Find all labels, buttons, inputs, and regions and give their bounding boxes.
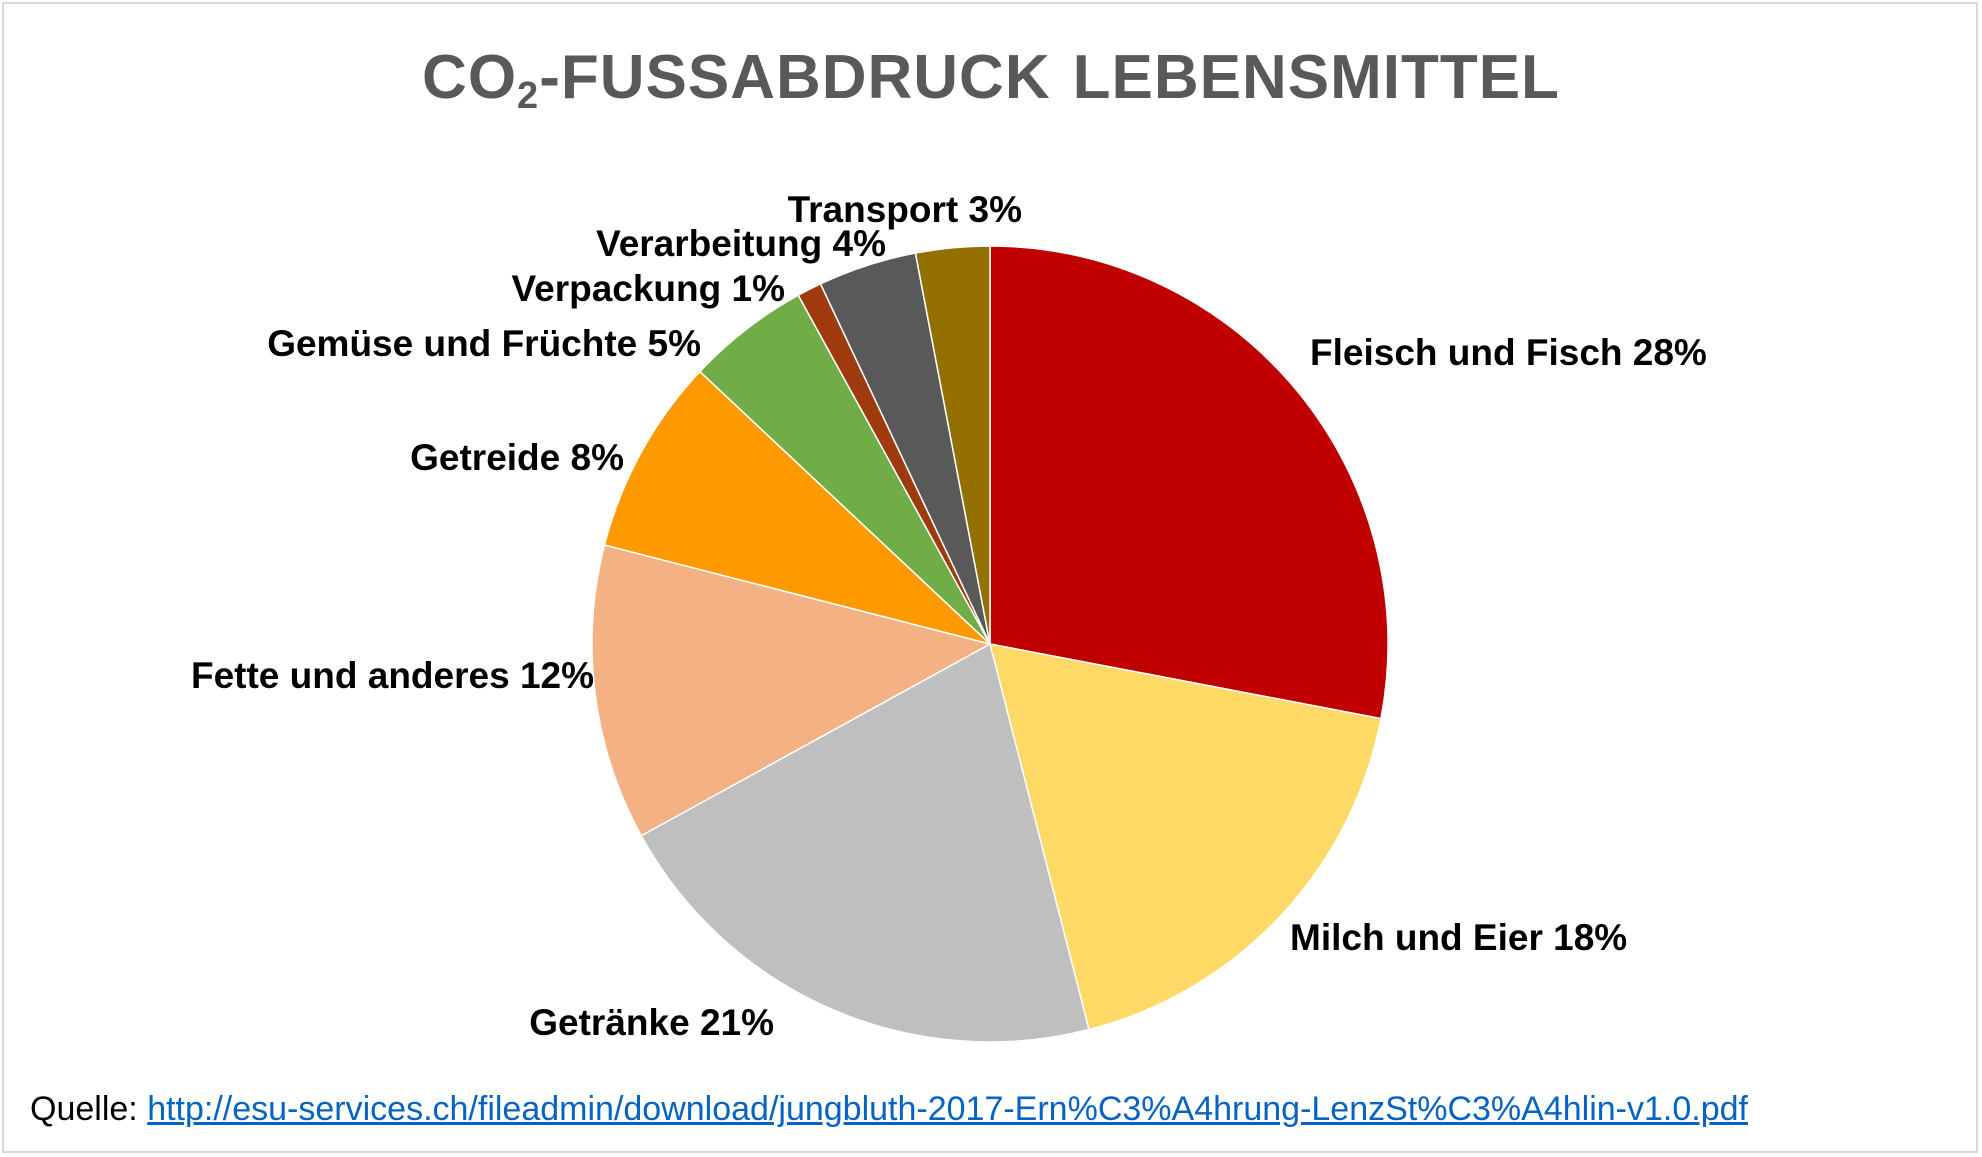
source-line: Quelle: http://esu-services.ch/fileadmin… bbox=[30, 1090, 1748, 1129]
slice-label: Gemüse und Früchte 5% bbox=[267, 323, 701, 364]
chart-title: CO2-FUSSABDRUCK LEBENSMITTEL bbox=[0, 42, 1982, 118]
slice-label: Transport 3% bbox=[788, 189, 1022, 230]
pie-slice bbox=[640, 642, 1090, 1043]
slice-label: Verpackung 1% bbox=[511, 268, 785, 309]
slice-label: Verarbeitung 4% bbox=[596, 223, 886, 264]
slice-label: Getränke 21% bbox=[529, 1002, 774, 1043]
source-label: Quelle: bbox=[30, 1090, 138, 1128]
slice-label: Milch und Eier 18% bbox=[1290, 917, 1627, 958]
slice-label: Getreide 8% bbox=[410, 437, 624, 478]
pie-slice bbox=[988, 643, 1382, 1031]
title-subscript: 2 bbox=[517, 75, 540, 117]
pie-slice bbox=[591, 544, 993, 837]
slice-label: Fleisch und Fisch 28% bbox=[1310, 332, 1707, 373]
title-part2: LEBENSMITTEL bbox=[1072, 43, 1560, 112]
slice-label: Fette und anderes 12% bbox=[191, 655, 594, 696]
title-part1: -FUSSABDRUCK bbox=[539, 43, 1051, 112]
pie-slice bbox=[914, 245, 991, 645]
title-prefix: CO bbox=[422, 43, 518, 112]
pie-slice bbox=[603, 370, 991, 645]
pie-slice bbox=[989, 245, 1389, 720]
source-link[interactable]: http://esu-services.ch/fileadmin/downloa… bbox=[147, 1090, 1748, 1128]
